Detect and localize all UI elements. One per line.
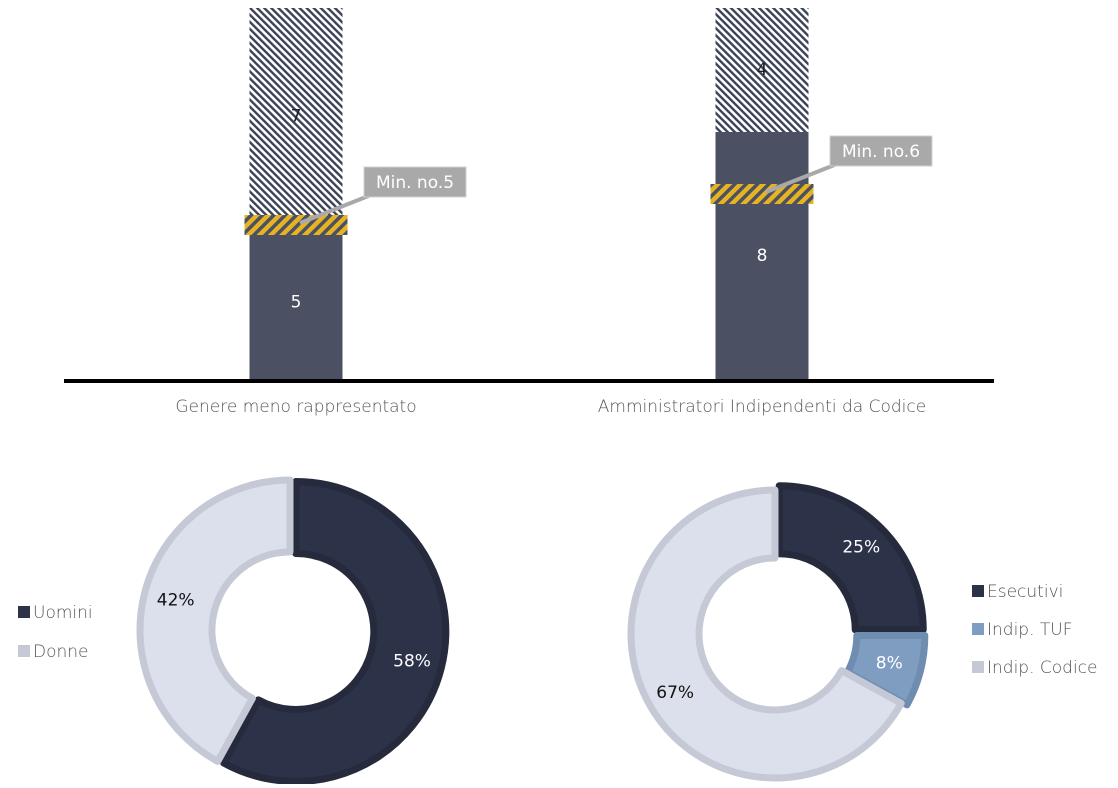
donut-gender-legend-swatch-1 [18, 606, 30, 618]
donut-independence-value-label-3: 67% [656, 683, 694, 703]
bar-upper-value-label-2: 4 [757, 60, 768, 80]
donut-gender-legend-label-1: Uomini [33, 603, 93, 623]
bar-upper-2 [715, 8, 809, 132]
donut-independence-value-label-1: 25% [842, 538, 880, 558]
bar-lower-1 [249, 225, 343, 380]
donut-independence-legend-label-2: Indip. TUF [987, 620, 1073, 640]
bar-lower-value-label-1: 5 [291, 293, 302, 313]
bar-lower-2 [715, 132, 809, 380]
donut-independence-legend-swatch-3 [972, 661, 984, 673]
donut-independence-slice-2 [843, 631, 929, 709]
donut-gender-legend-label-2: Donne [33, 642, 89, 662]
donut-chart-gender: 58% 42% Uomini Donne [18, 476, 450, 785]
donut-gender-legend-swatch-2 [18, 645, 30, 657]
min-marker-label-1: Min. no.5 [376, 173, 454, 193]
min-marker-leader-1 [299, 191, 377, 225]
donut-gender-value-label-1: 58% [393, 651, 431, 671]
donut-independence-legend-label-3: Indip. Codice [987, 658, 1098, 678]
min-marker-band-1 [244, 215, 348, 235]
min-marker-leader-2 [765, 160, 843, 194]
bar-lower-value-label-2: 8 [757, 246, 768, 266]
donut-independence-slice-1 [775, 482, 927, 634]
bar-chart: 5 7 Min. no.5 Genere meno rappresentato 8 4 Mi… [64, 8, 994, 417]
min-marker-callout-2 [829, 135, 933, 167]
donut-independence-legend-swatch-2 [972, 623, 984, 635]
donut-independence-slice-3 [627, 486, 905, 782]
bar-upper-1 [249, 8, 343, 225]
min-marker-band-2 [710, 184, 814, 204]
min-marker-label-2: Min. no.6 [842, 142, 920, 162]
x-tick-label-1: Genere meno rappresentato [175, 397, 416, 417]
donut-independence-legend-swatch-1 [972, 585, 984, 597]
donut-chart-independence: 25% 8% 67% Esecutivi Indip. TUF Indip. Codice [627, 482, 1098, 782]
donut-independence-value-label-2: 8% [876, 653, 903, 673]
donut-gender-slice-2 [136, 476, 294, 765]
donut-gender-slice-1 [220, 477, 450, 785]
donut-independence-legend-label-1: Esecutivi [987, 582, 1063, 602]
donut-gender-value-label-2: 42% [157, 591, 195, 611]
bar-upper-value-label-1: 7 [291, 107, 302, 127]
x-tick-label-2: Amministratori Indipendenti da Codice [598, 397, 926, 417]
min-marker-callout-1 [363, 166, 467, 198]
